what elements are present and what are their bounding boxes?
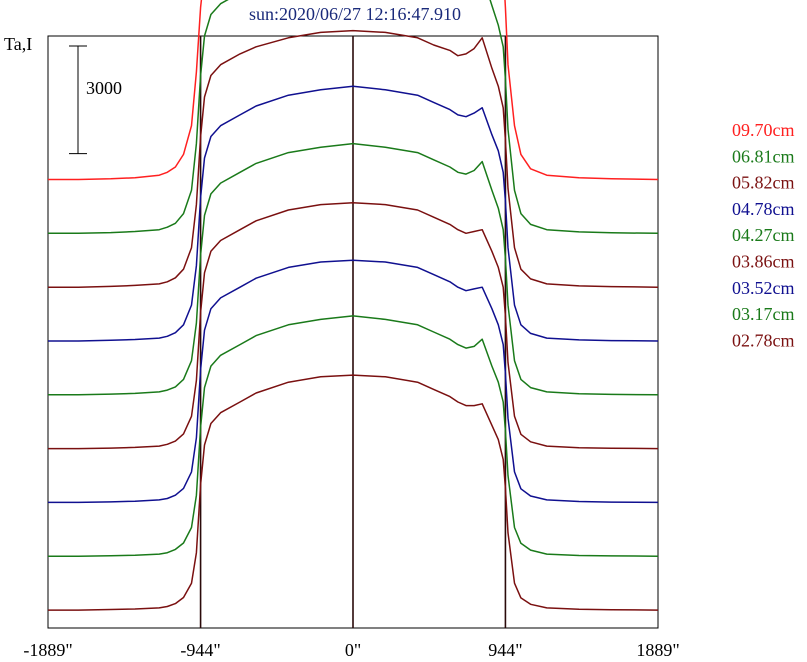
series-line-4 [48, 142, 659, 396]
legend-entry-0: 09.70cm [732, 120, 795, 140]
series-line-7 [48, 315, 659, 557]
series-line-5 [48, 202, 659, 450]
legend-entry-6: 03.52cm [732, 278, 795, 298]
series-group [48, 0, 659, 611]
series-line-2 [48, 29, 659, 288]
legend-entry-7: 03.17cm [732, 304, 795, 324]
chart-title: sun:2020/06/27 12:16:47.910 [249, 4, 461, 24]
x-tick-label-1: -944" [180, 640, 220, 660]
series-line-0 [48, 0, 659, 181]
x-tick-label-4: 1889" [636, 640, 679, 660]
y-axis-label: Ta,I [4, 34, 32, 54]
series-line-6 [48, 259, 659, 504]
legend-entry-3: 04.78cm [732, 199, 795, 219]
scale-bar: 3000 [69, 45, 122, 155]
legend: 09.70cm 06.81cm 05.82cm 04.78cm 04.27cm 03.86… [732, 120, 795, 350]
series-line-8 [48, 374, 659, 611]
x-tick-label-3: 944" [488, 640, 522, 660]
legend-entry-5: 03.86cm [732, 252, 795, 272]
series-line-3 [48, 85, 659, 342]
legend-entry-4: 04.27cm [732, 225, 795, 245]
legend-entry-1: 06.81cm [732, 146, 795, 166]
series-line-1 [48, 0, 659, 235]
legend-entry-8: 02.78cm [732, 330, 795, 350]
x-tick-label-0: -1889" [23, 640, 72, 660]
legend-entry-2: 05.82cm [732, 173, 795, 193]
x-tick-label-2: 0" [345, 640, 361, 660]
x-tick-labels: -1889" -944" 0" 944" 1889" [23, 640, 679, 660]
scale-bar-label: 3000 [86, 78, 122, 98]
